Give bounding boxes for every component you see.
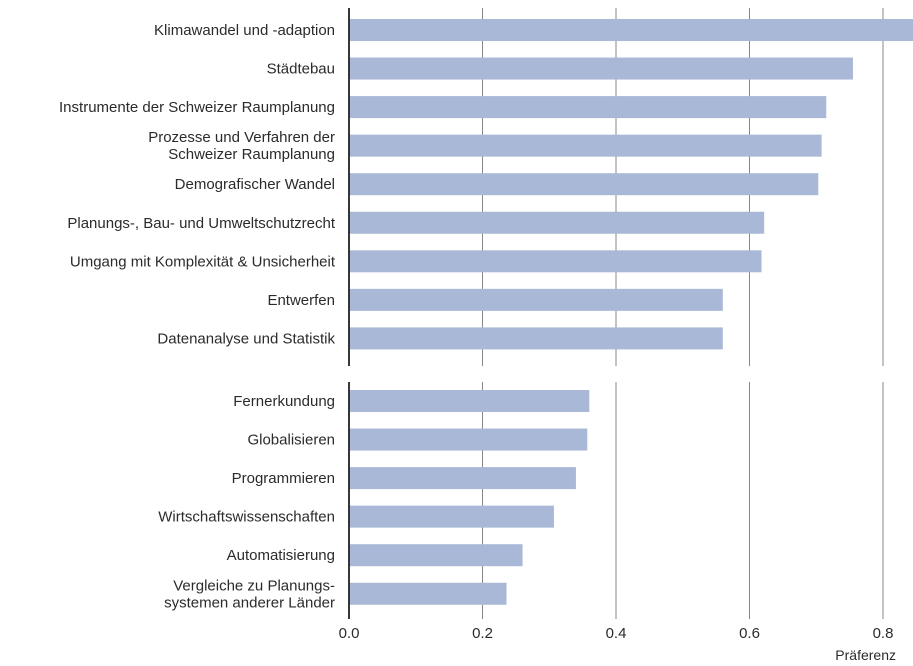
x-tick-label: 0.4 bbox=[606, 625, 627, 642]
category-label: Datenanalyse und Statistik bbox=[157, 330, 335, 347]
category-label: Programmieren bbox=[232, 470, 335, 487]
bar bbox=[349, 96, 827, 119]
category-label: Umgang mit Komplexität & Unsicherheit bbox=[70, 253, 336, 270]
x-tick-label: 0.2 bbox=[472, 625, 493, 642]
bar bbox=[349, 582, 507, 605]
x-tick-labels: 0.0 0.2 0.4 0.6 0.8 bbox=[339, 625, 894, 642]
category-label: Fernerkundung bbox=[233, 393, 335, 410]
category-label: Planungs-, Bau- und Umweltschutzrecht bbox=[67, 215, 335, 232]
x-axis-title: Präferenz bbox=[835, 647, 896, 663]
bar bbox=[349, 211, 765, 234]
category-labels: Klimawandel und -adaption Städtebau Instru… bbox=[59, 22, 336, 611]
category-label: Städtebau bbox=[267, 61, 335, 78]
bars bbox=[349, 19, 913, 605]
bar bbox=[349, 505, 554, 528]
x-tick-label: 0.0 bbox=[339, 625, 360, 642]
category-label: Instrumente der Schweizer Raumplanung bbox=[59, 99, 335, 116]
category-label: Wirtschaftswissenschaften bbox=[158, 509, 335, 526]
bar bbox=[349, 390, 590, 412]
bar bbox=[349, 19, 913, 41]
bar bbox=[349, 467, 576, 490]
bar bbox=[349, 134, 822, 157]
bar bbox=[349, 288, 723, 311]
category-label: Prozesse und Verfahren der Schweizer Raum… bbox=[148, 129, 335, 163]
category-label: Klimawandel und -adaption bbox=[154, 22, 335, 39]
category-label: Automatisierung bbox=[227, 547, 335, 564]
bar bbox=[349, 57, 853, 80]
category-label: Demografischer Wandel bbox=[175, 176, 335, 193]
category-label: Entwerfen bbox=[267, 292, 335, 309]
bar bbox=[349, 173, 819, 196]
bar bbox=[349, 250, 762, 273]
category-label: Vergleiche zu Planungs-systemen anderer … bbox=[164, 577, 335, 611]
x-tick-label: 0.8 bbox=[873, 625, 894, 642]
bar bbox=[349, 428, 588, 451]
bar bbox=[349, 544, 523, 567]
x-tick-label: 0.6 bbox=[739, 625, 760, 642]
bar bbox=[349, 327, 723, 350]
category-label: Globalisieren bbox=[247, 432, 335, 449]
